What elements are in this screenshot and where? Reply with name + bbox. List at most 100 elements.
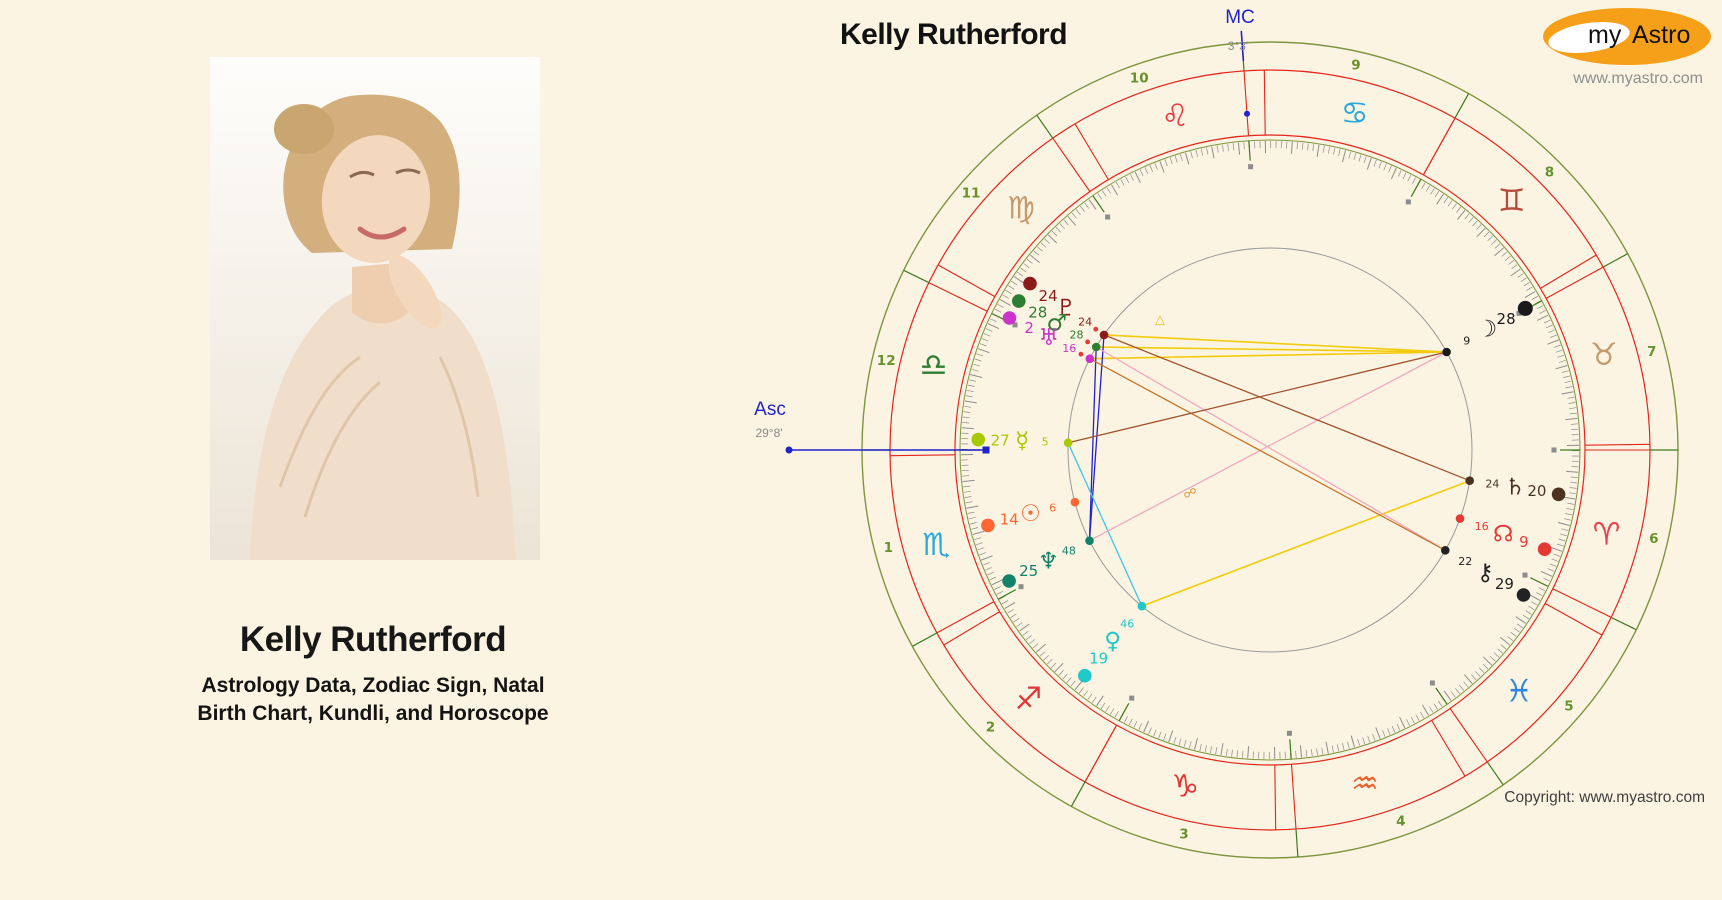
- cusp-marker: [1405, 199, 1411, 205]
- house-cusp-ruler-mark: [1289, 739, 1292, 760]
- ruler-tick: [1088, 199, 1097, 210]
- zodiac-sign-scorpio: ♏: [922, 527, 950, 563]
- ruler-tick: [1567, 502, 1575, 505]
- ruler-tick: [1211, 146, 1215, 159]
- copyright-text: Copyright: www.myastro.com: [1504, 789, 1705, 806]
- ruler-tick: [983, 333, 991, 337]
- ruler-tick: [1425, 185, 1431, 192]
- ruler-tick: [1322, 145, 1325, 153]
- sign-divider: [1540, 254, 1597, 289]
- zodiac-sign-taurus: ♉: [1590, 337, 1618, 373]
- ruler-tick: [1382, 730, 1386, 737]
- ruler-tick: [1524, 291, 1536, 299]
- ruler-tick: [1169, 157, 1173, 165]
- cusp-marker: [1018, 584, 1024, 590]
- aspect-trine-venus-saturn: [1141, 479, 1470, 607]
- ruler-tick: [1429, 706, 1434, 713]
- ruler-tick: [1033, 250, 1040, 256]
- aspect-point-chiron: [1441, 546, 1450, 555]
- ruler-tick: [1296, 142, 1298, 150]
- sign-divider: [1584, 443, 1651, 446]
- ruler-tick: [1450, 691, 1456, 698]
- ruler-tick: [1390, 167, 1397, 180]
- ruler-tick: [1163, 733, 1167, 741]
- ruler-tick: [1199, 744, 1202, 751]
- ruler-tick: [1333, 147, 1336, 155]
- ruler-tick: [1029, 639, 1036, 645]
- ruler-tick: [1463, 674, 1473, 685]
- ruler-tick: [966, 505, 979, 509]
- ruler-tick: [1026, 258, 1033, 264]
- ruler-tick: [1338, 149, 1341, 156]
- ruler-tick: [1487, 235, 1494, 241]
- ruler-tick: [1402, 172, 1407, 180]
- sign-divider: [1074, 123, 1109, 180]
- ruler-tick: [1109, 708, 1115, 715]
- ruler-tick: [1105, 705, 1110, 712]
- ruler-tick: [1493, 652, 1500, 658]
- ruler-tick: [1025, 635, 1032, 640]
- ruler-tick: [1421, 182, 1426, 189]
- ruler-tick: [1002, 294, 1009, 299]
- portrait-illustration: [210, 57, 540, 560]
- ruler-tick: [1438, 700, 1443, 707]
- myastro-logo[interactable]: my Astro: [1543, 8, 1711, 65]
- ruler-tick: [1307, 143, 1309, 151]
- ruler-tick: [1475, 671, 1481, 677]
- ruler-tick: [1017, 271, 1024, 277]
- ruler-tick: [981, 338, 989, 342]
- ruler-tick: [1507, 636, 1514, 642]
- ruler-tick: [1476, 224, 1482, 230]
- ruler-tick: [1504, 255, 1511, 261]
- planet-dot-pluto: [1023, 276, 1037, 291]
- ruler-tick: [1154, 163, 1158, 170]
- ruler-tick: [1566, 470, 1579, 473]
- house-cusp-red: [936, 601, 995, 634]
- ruler-tick: [1222, 144, 1224, 152]
- zodiac-sign-aquarius: ♒: [1351, 766, 1379, 802]
- ruler-tick: [1539, 310, 1546, 314]
- house-number-11: 11: [962, 185, 981, 201]
- ruler-tick: [1215, 747, 1218, 755]
- house-cusp-red: [1552, 588, 1612, 618]
- ruler-tick: [1243, 142, 1245, 150]
- portrait-hand: [388, 255, 442, 329]
- ruler-tick: [1071, 212, 1077, 219]
- ruler-tick: [967, 511, 975, 514]
- ruler-tick: [1115, 181, 1120, 189]
- ruler-tick: [1037, 246, 1043, 252]
- ruler-tick: [1039, 651, 1046, 657]
- ruler-tick: [1373, 159, 1377, 167]
- ruler-tick: [963, 411, 971, 413]
- ruler-tick: [965, 395, 973, 398]
- sign-divider: [937, 264, 996, 298]
- ruler-tick: [1316, 748, 1318, 756]
- portrait-photo: [210, 57, 540, 560]
- aspect-sextile-pluto-neptune: [1088, 334, 1105, 541]
- ruler-tick: [1144, 167, 1149, 174]
- ruler-tick: [1415, 714, 1420, 721]
- ruler-tick: [1494, 247, 1505, 257]
- ruler-tick: [1556, 543, 1564, 547]
- ruler-tick: [1194, 737, 1198, 750]
- ruler-tick: [1472, 220, 1478, 227]
- ruler-tick: [1564, 518, 1571, 521]
- asc-dot: [785, 446, 793, 454]
- ruler-tick: [1123, 716, 1128, 723]
- ruler-tick: [1443, 690, 1452, 701]
- cusp-marker: [1522, 572, 1528, 578]
- planet-minute-neptune: 48: [1062, 545, 1076, 558]
- ruler-tick: [976, 353, 984, 357]
- ruler-tick: [964, 496, 972, 498]
- ruler-tick: [1456, 206, 1462, 213]
- website-url[interactable]: www.myastro.com: [1573, 70, 1703, 87]
- ruler-tick: [1138, 723, 1143, 730]
- ruler-tick: [1434, 191, 1440, 198]
- ruler-tick: [1517, 273, 1524, 278]
- ruler-tick: [1366, 157, 1372, 170]
- ruler-tick: [1195, 149, 1198, 157]
- ruler-tick: [1013, 276, 1025, 284]
- sign-divider: [1431, 720, 1466, 777]
- planet-degree-north-node: 9: [1519, 533, 1529, 551]
- ruler-tick: [1457, 209, 1466, 220]
